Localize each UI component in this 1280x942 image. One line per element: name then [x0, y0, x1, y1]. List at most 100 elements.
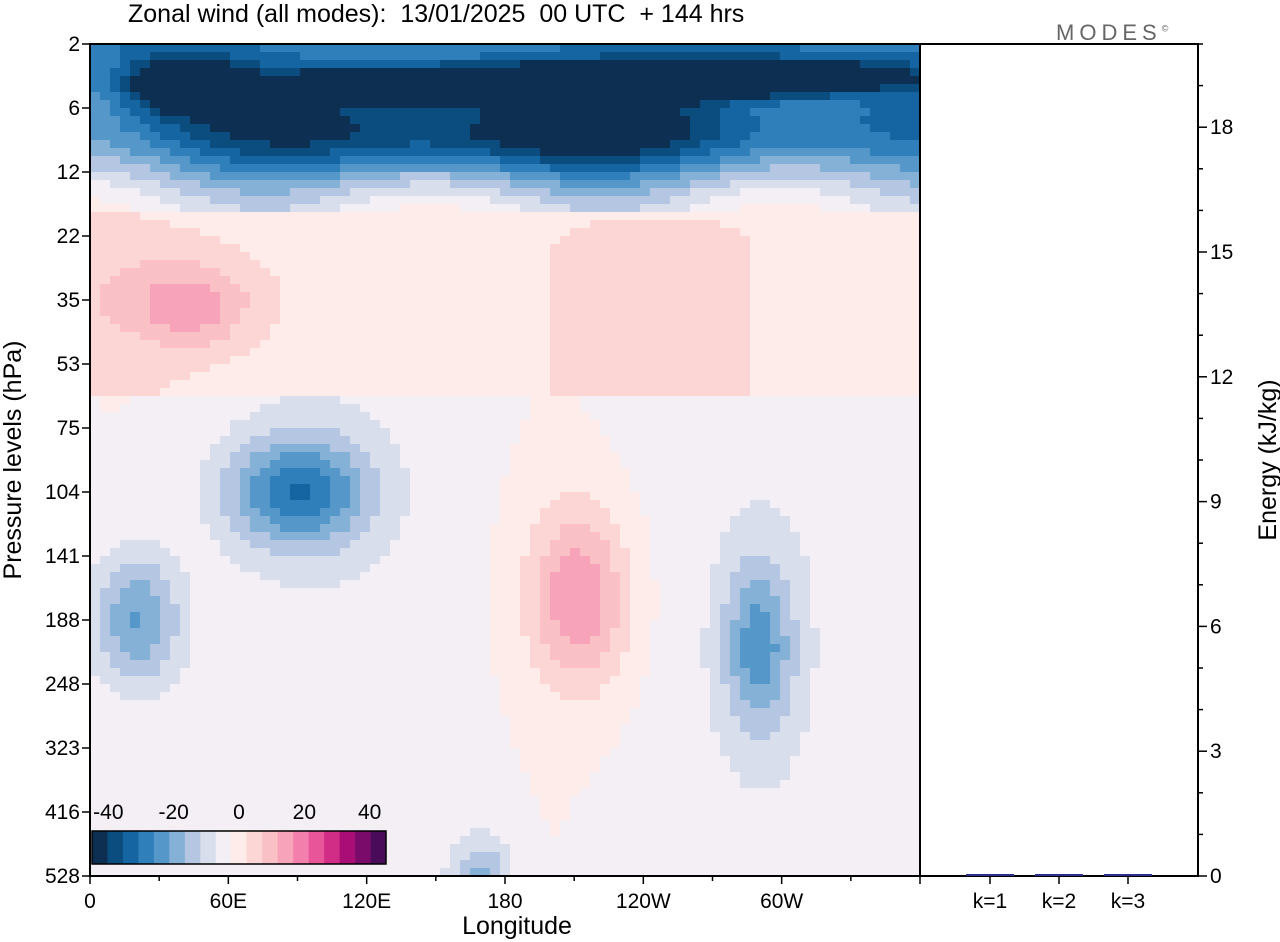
field-cell [440, 348, 451, 357]
field-cell [570, 404, 581, 413]
field-cell [650, 444, 661, 453]
field-cell [850, 156, 861, 165]
field-cell [780, 348, 791, 357]
field-cell [120, 516, 131, 525]
field-cell [460, 332, 471, 341]
field-cell [150, 92, 161, 101]
field-cell [730, 132, 741, 141]
field-cell [290, 380, 301, 389]
field-cell [880, 468, 891, 477]
field-cell [200, 44, 211, 53]
field-cell [560, 364, 571, 373]
field-cell [710, 204, 721, 213]
field-cell [290, 452, 301, 461]
field-cell [710, 292, 721, 301]
field-cell [370, 92, 381, 101]
field-cell [730, 116, 741, 125]
field-cell [580, 148, 591, 157]
field-cell [550, 76, 561, 85]
field-cell [690, 372, 701, 381]
field-cell [320, 108, 331, 117]
field-cell [740, 156, 751, 165]
field-cell [460, 108, 471, 117]
field-cell [330, 324, 341, 333]
field-cell [630, 108, 641, 117]
field-cell [490, 172, 501, 181]
field-cell [300, 76, 311, 85]
field-cell [320, 92, 331, 101]
field-cell [900, 316, 911, 325]
field-cell [570, 60, 581, 69]
field-cell [410, 124, 421, 133]
field-cell [240, 436, 251, 445]
field-cell [340, 500, 351, 509]
field-cell [750, 212, 761, 221]
field-cell [740, 148, 751, 157]
field-cell [280, 364, 291, 373]
field-cell [470, 420, 481, 429]
field-cell [440, 172, 451, 181]
field-cell [340, 92, 351, 101]
field-cell [870, 396, 881, 405]
field-cell [610, 212, 621, 221]
field-cell [460, 196, 471, 205]
field-cell [330, 460, 341, 469]
field-cell [360, 492, 371, 501]
field-cell [580, 284, 591, 293]
field-cell [510, 68, 521, 77]
field-cell [450, 364, 461, 373]
field-cell [170, 60, 181, 69]
field-cell [780, 180, 791, 189]
field-cell [900, 60, 911, 69]
field-cell [440, 52, 451, 61]
field-cell [460, 500, 471, 509]
field-cell [800, 228, 811, 237]
field-cell [760, 324, 771, 333]
field-cell [340, 132, 351, 141]
field-cell [450, 500, 461, 509]
field-cell [90, 76, 101, 85]
field-cell [710, 100, 721, 109]
field-cell [190, 252, 201, 261]
field-cell [470, 108, 481, 117]
field-cell [200, 308, 211, 317]
field-cell [590, 172, 601, 181]
field-cell [870, 364, 881, 373]
field-cell [700, 516, 711, 525]
field-cell [580, 76, 591, 85]
field-cell [90, 116, 101, 125]
field-cell [670, 516, 681, 525]
field-cell [600, 100, 611, 109]
field-cell [490, 340, 501, 349]
field-cell [830, 436, 841, 445]
field-cell [500, 188, 511, 197]
field-cell [430, 84, 441, 93]
field-cell [510, 316, 521, 325]
field-cell [810, 132, 821, 141]
field-cell [180, 364, 191, 373]
field-cell [280, 332, 291, 341]
field-cell [460, 68, 471, 77]
field-cell [350, 188, 361, 197]
field-cell [540, 236, 551, 245]
field-cell [910, 484, 921, 493]
field-cell [730, 476, 741, 485]
field-cell [520, 508, 531, 517]
field-cell [750, 500, 761, 509]
field-cell [150, 252, 161, 261]
field-cell [190, 228, 201, 237]
field-cell [130, 396, 141, 405]
field-cell [870, 108, 881, 117]
field-cell [720, 116, 731, 125]
field-cell [300, 460, 311, 469]
field-cell [440, 380, 451, 389]
field-cell [430, 228, 441, 237]
field-cell [870, 268, 881, 277]
field-cell [870, 412, 881, 421]
field-cell [720, 468, 731, 477]
field-cell [530, 244, 541, 253]
field-cell [460, 452, 471, 461]
field-cell [150, 140, 161, 149]
field-cell [520, 388, 531, 397]
field-cell [590, 132, 601, 141]
